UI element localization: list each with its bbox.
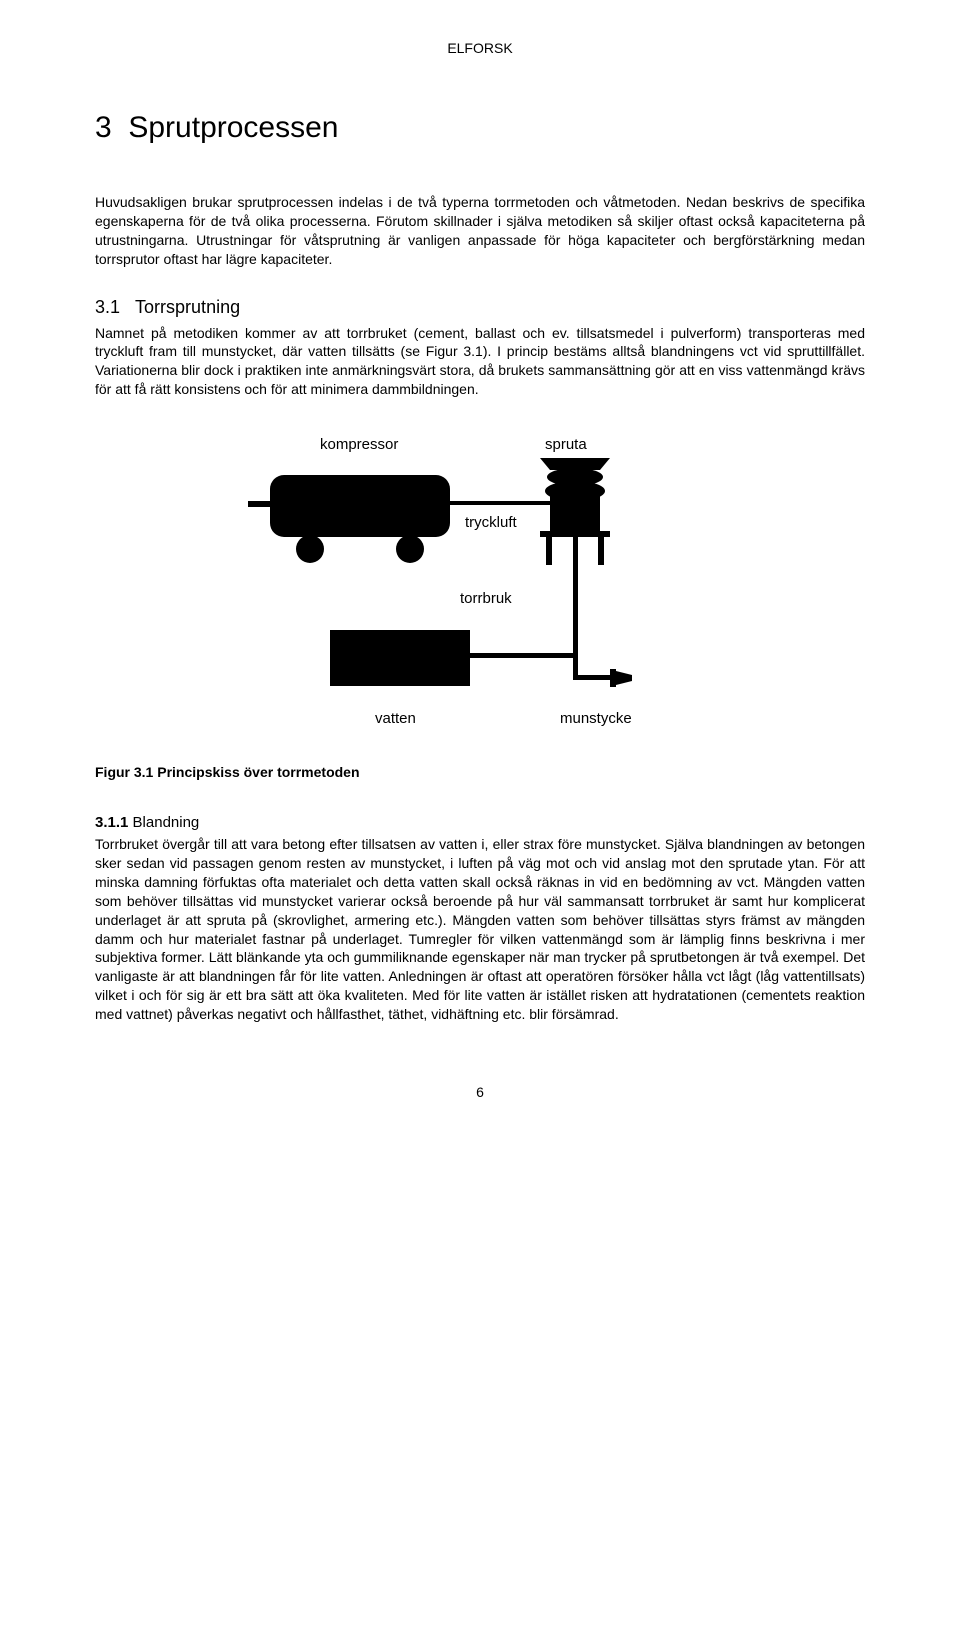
label-vatten: vatten (375, 710, 416, 727)
label-spruta: spruta (545, 436, 587, 453)
subsection-number: 3.1.1 (95, 814, 128, 831)
figure-3-1: kompressor spruta tryckluft (240, 435, 720, 750)
label-torrbruk: torrbruk (460, 590, 512, 607)
section-3-1-1-heading: 3.1.1 Blandning (95, 814, 865, 831)
section-title: Torrsprutning (135, 297, 240, 317)
label-tryckluft: tryckluft (465, 514, 518, 531)
label-munstycke: munstycke (560, 710, 632, 727)
section-3-1-1-paragraph: Torrbruket övergår till att vara betong … (95, 835, 865, 1024)
chapter-title: Sprutprocessen (128, 111, 338, 144)
chapter-heading: 3 Sprutprocessen (95, 111, 865, 145)
intro-paragraph: Huvudsakligen brukar sprutprocessen inde… (95, 193, 865, 269)
page-header: ELFORSK (95, 40, 865, 56)
section-3-1-heading: 3.1 Torrsprutning (95, 297, 865, 318)
section-3-1-paragraph: Namnet på metodiken kommer av att torrbr… (95, 324, 865, 400)
chapter-number: 3 (95, 111, 112, 144)
figure-caption: Figur 3.1 Principskiss över torrmetoden (95, 764, 865, 780)
section-number: 3.1 (95, 297, 120, 317)
subsection-title: Blandning (133, 814, 200, 831)
label-kompressor: kompressor (320, 436, 398, 453)
diagram-svg: kompressor spruta tryckluft (240, 435, 720, 745)
page-number: 6 (95, 1084, 865, 1100)
